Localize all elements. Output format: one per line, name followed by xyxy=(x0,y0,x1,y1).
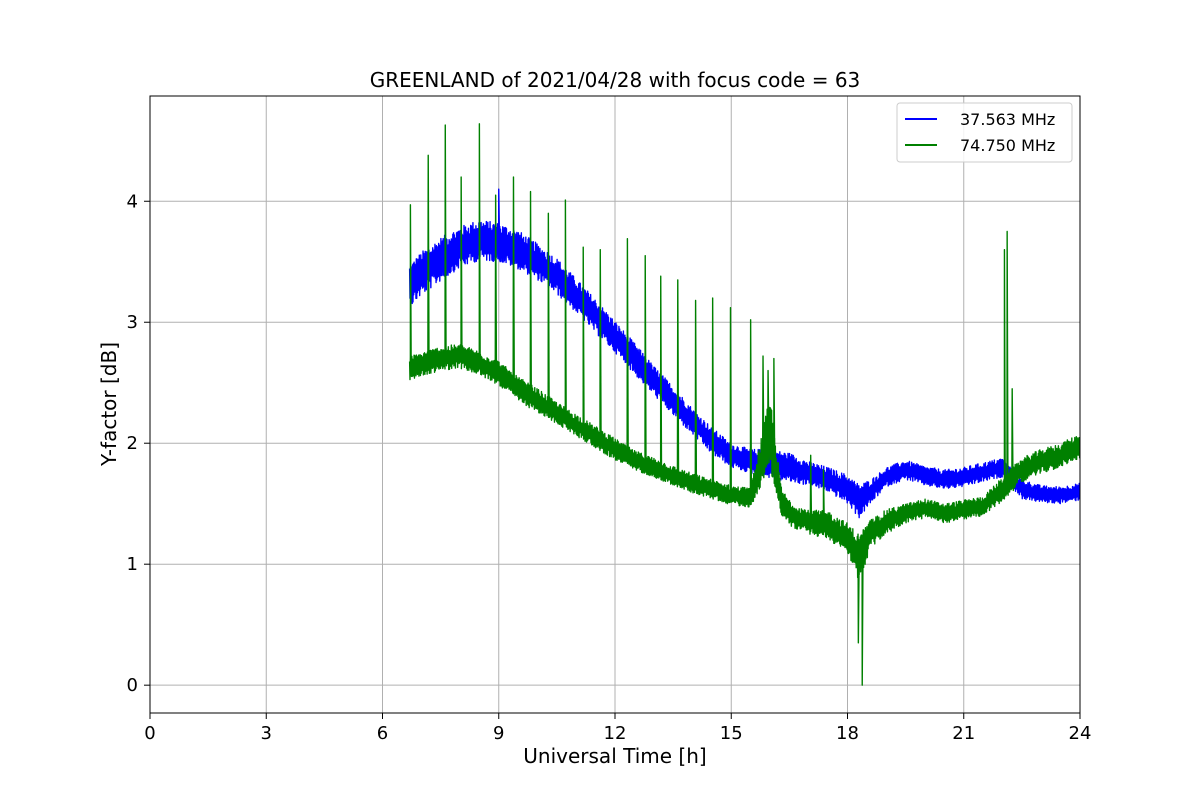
x-tick-label: 12 xyxy=(604,723,627,744)
x-axis-ticks: 0 3 6 9 12 15 18 21 24 xyxy=(144,713,1091,744)
x-tick-label: 3 xyxy=(261,723,272,744)
x-tick-label: 6 xyxy=(377,723,388,744)
legend-label-37-563-mhz: 37.563 MHz xyxy=(960,110,1055,129)
y-tick-label: 4 xyxy=(127,191,138,212)
chart-title: GREENLAND of 2021/04/28 with focus code … xyxy=(370,68,861,92)
x-tick-label: 9 xyxy=(493,723,504,744)
plot-series xyxy=(408,123,1080,686)
x-tick-label: 15 xyxy=(720,723,743,744)
x-axis-title: Universal Time [h] xyxy=(523,744,706,768)
y-axis-title: Y-factor [dB] xyxy=(97,342,121,467)
legend-box xyxy=(896,102,1073,163)
y-tick-label: 3 xyxy=(127,312,138,333)
x-tick-label: 18 xyxy=(836,723,859,744)
y-axis-ticks: 0 1 2 3 4 xyxy=(127,191,150,696)
y-tick-label: 2 xyxy=(127,433,138,454)
y-tick-label: 1 xyxy=(127,554,138,575)
x-tick-label: 21 xyxy=(952,723,975,744)
series-line-74-750-mhz xyxy=(408,123,1080,686)
x-tick-label: 24 xyxy=(1069,723,1092,744)
x-tick-label: 0 xyxy=(144,723,155,744)
y-tick-label: 0 xyxy=(127,675,138,696)
legend: 37.563 MHz 74.750 MHz xyxy=(896,102,1073,163)
series-line-37-563-mhz xyxy=(408,188,1080,519)
legend-label-74-750-mhz: 74.750 MHz xyxy=(960,136,1055,155)
